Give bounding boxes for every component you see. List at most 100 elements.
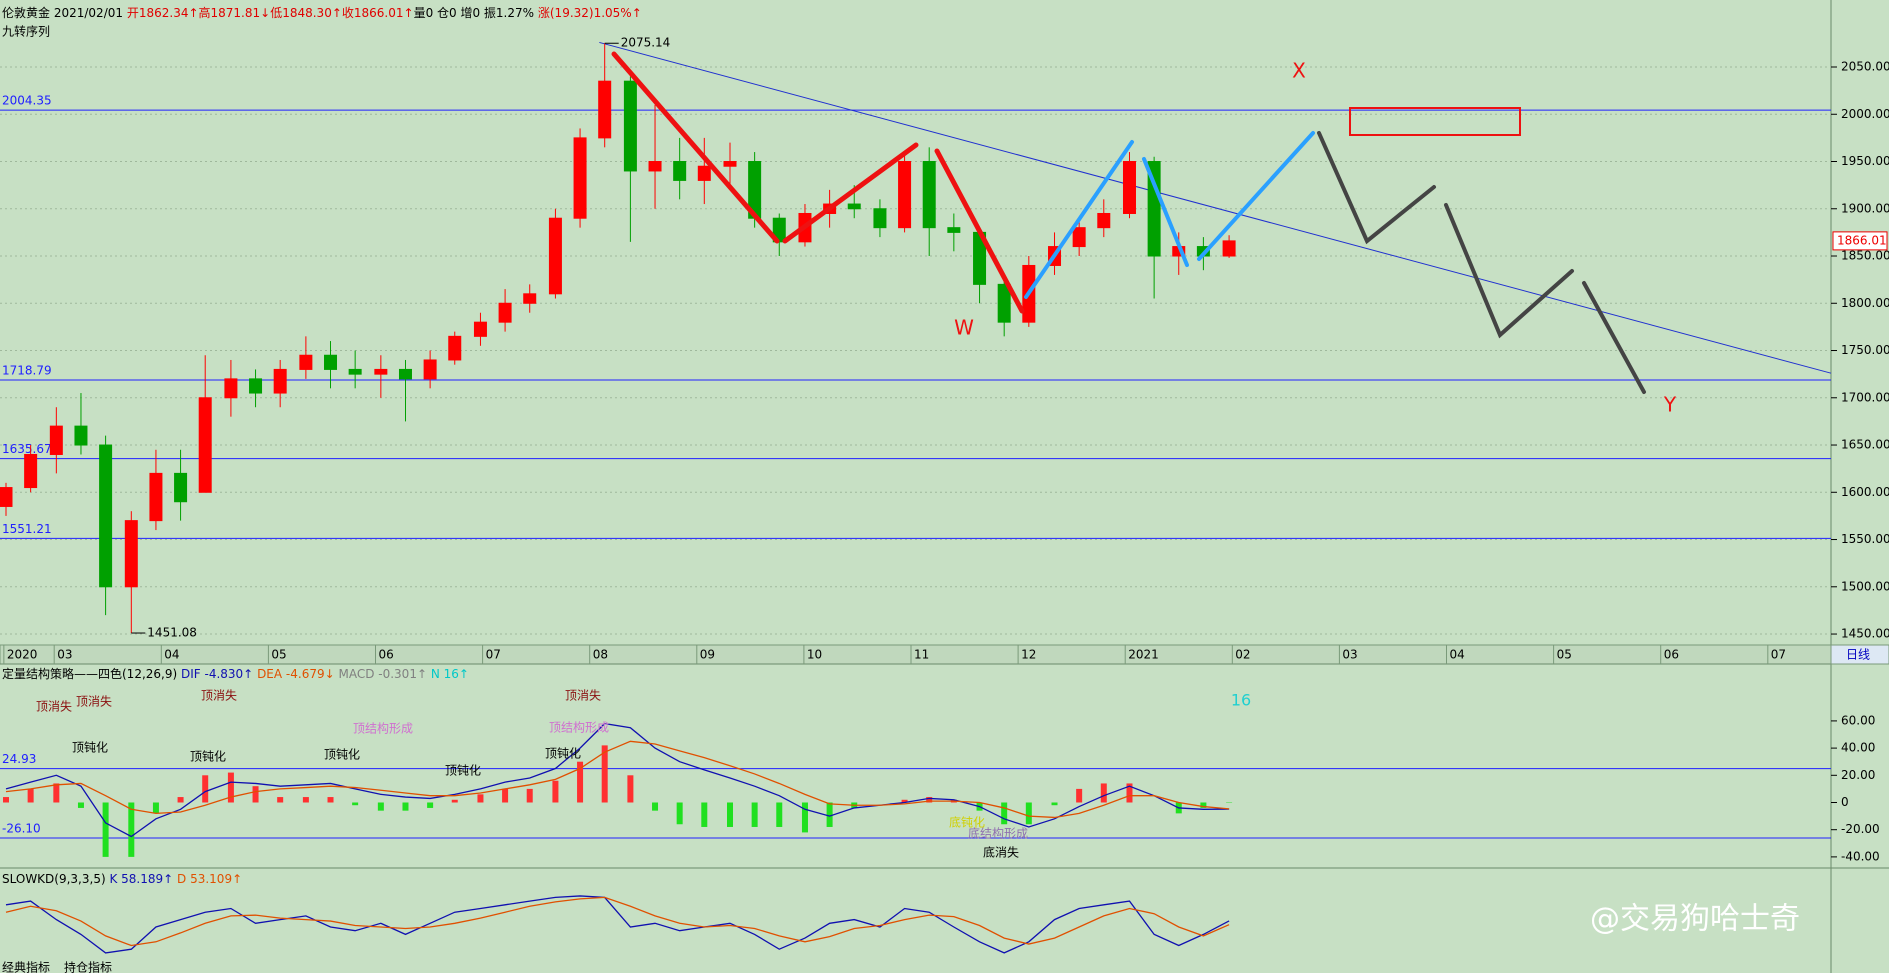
- candle-body: [898, 161, 912, 229]
- macd-bar: [177, 797, 184, 803]
- wave-arrow: [611, 51, 780, 244]
- wave-arrow: [1024, 140, 1134, 299]
- macd-bar: [227, 772, 234, 803]
- candle-body: [224, 378, 238, 399]
- annotation: 顶钝化: [190, 750, 226, 764]
- watermark: @交易狗哈士奇: [1590, 902, 1800, 937]
- macd-bar: [327, 797, 334, 803]
- candle-body: [423, 359, 437, 380]
- macd-bar: [601, 745, 608, 803]
- macd-bar: [801, 802, 808, 833]
- candle-body: [697, 165, 711, 181]
- tab[interactable]: 经典指标: [2, 960, 50, 973]
- trend-line: [599, 41, 1832, 374]
- wave-arrow: [934, 148, 1025, 314]
- candle-body: [498, 302, 512, 323]
- level-label: 2004.35: [2, 94, 52, 108]
- macd-bar: [577, 761, 584, 803]
- x-tick-label: 2020: [7, 648, 38, 662]
- candle-body: [0, 487, 13, 507]
- y-tick-label: -40.00: [1841, 849, 1880, 863]
- macd-bar: [901, 799, 908, 803]
- wave-label: Y: [1663, 393, 1677, 417]
- macd-bar: [1126, 783, 1133, 803]
- macd-bar: [27, 788, 34, 803]
- annotation: 16: [1231, 691, 1251, 710]
- candle-body: [922, 161, 936, 229]
- x-tick-label: 10: [807, 648, 822, 662]
- candle-body: [523, 293, 537, 304]
- legend-entry: D 53.109↑: [177, 872, 242, 886]
- candle-body: [598, 80, 612, 139]
- macd-bar: [676, 802, 683, 825]
- macd-bar: [277, 797, 284, 803]
- annotation: 顶钝化: [445, 764, 481, 778]
- candle-body: [174, 472, 188, 503]
- x-tick-label: 05: [1557, 648, 1572, 662]
- x-tick-label: 05: [271, 648, 286, 662]
- change: 涨(19.32)1.05%↑: [538, 5, 642, 20]
- forecast-arrow: [1582, 281, 1646, 394]
- target-box: [1349, 107, 1521, 136]
- candle-body: [623, 80, 637, 172]
- macd-bar: [427, 802, 434, 808]
- wave-arrows: [611, 51, 1646, 394]
- candle-body: [673, 161, 687, 181]
- panel-title: 定量结构策略——四色(12,26,9) DIF -4.830↑ DEA -4.6…: [2, 666, 469, 681]
- macd-bar: [701, 802, 708, 827]
- macd-bar: [77, 802, 84, 808]
- macd-bar: [352, 802, 359, 806]
- candle-body: [1097, 212, 1111, 229]
- y-tick-label: 1950.00: [1841, 154, 1889, 168]
- volume: 量0 仓0 增0 振1.27%: [414, 6, 534, 20]
- legend-entry: N 16↑: [431, 667, 469, 681]
- candle-body: [997, 283, 1011, 323]
- y-tick-label: 1600.00: [1841, 485, 1889, 499]
- macd-bar: [252, 786, 259, 803]
- y-tick-label: 0: [1841, 795, 1849, 809]
- macd-bar: [1076, 788, 1083, 803]
- macd-line: [5, 722, 1230, 838]
- legend-entry: K 58.189↑: [109, 872, 173, 886]
- candle-body: [374, 368, 388, 375]
- x-tick-label: 04: [164, 648, 179, 662]
- x-tick-label: 07: [1771, 648, 1786, 662]
- forecast-arrow: [1317, 131, 1436, 245]
- macd-bar: [53, 783, 60, 803]
- x-tick-label: 08: [593, 648, 608, 662]
- candle-body: [149, 472, 163, 522]
- candle-body: [1222, 240, 1236, 257]
- candle-body: [573, 137, 587, 219]
- y-tick-label: 1700.00: [1841, 390, 1889, 404]
- macd-bar: [402, 802, 409, 811]
- y-tick-label: 1750.00: [1841, 343, 1889, 357]
- macd-bar: [1051, 802, 1058, 806]
- y-tick-label: 2050.00: [1841, 60, 1889, 74]
- candle-body: [299, 354, 313, 370]
- tab[interactable]: 持仓指标: [64, 960, 112, 973]
- macd-bar: [652, 802, 659, 811]
- candle-body: [473, 321, 487, 337]
- macd-bar: [1100, 783, 1107, 803]
- wave-arrow: [1142, 157, 1189, 267]
- candle-body: [448, 335, 462, 361]
- candle-body: [1147, 161, 1161, 257]
- macd-bar: [302, 797, 309, 803]
- x-tick-label: 03: [57, 648, 72, 662]
- candle-body: [1122, 161, 1136, 214]
- low-label: 1451.08: [147, 626, 197, 640]
- annotation: 底钝化: [949, 815, 985, 830]
- annotation: 底结构形成: [968, 826, 1028, 841]
- macd-annotations: 顶消失 顶消失 顶消失 顶消失 顶钝化 顶钝化 顶钝化 顶钝化 顶钝化 顶结构形…: [36, 688, 1251, 860]
- x-tick-label: 04: [1450, 648, 1465, 662]
- y-tick-label: 20.00: [1841, 768, 1875, 782]
- candle-body: [273, 368, 287, 394]
- candle-body: [324, 354, 338, 370]
- annotation: 顶消失: [201, 688, 237, 703]
- level-label: -26.10: [2, 821, 41, 835]
- x-tick-label: 11: [914, 648, 929, 662]
- wave-label: W: [954, 316, 974, 340]
- quote-header: 伦敦黄金 2021/02/01 开1862.34↑高1871.81↓低1848.…: [2, 5, 642, 20]
- annotation: 底消失: [983, 845, 1019, 860]
